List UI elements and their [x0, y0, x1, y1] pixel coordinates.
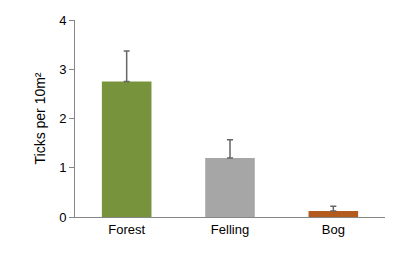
svg-text:2: 2	[59, 111, 66, 126]
svg-text:Ticks per 10m²: Ticks per 10m²	[32, 72, 48, 164]
svg-text:Bog: Bog	[322, 222, 345, 237]
svg-text:1: 1	[59, 160, 66, 175]
svg-text:3: 3	[59, 62, 66, 77]
svg-text:Felling: Felling	[211, 222, 249, 237]
svg-text:4: 4	[59, 13, 66, 28]
svg-text:0: 0	[59, 210, 66, 225]
svg-text:Forest: Forest	[108, 222, 145, 237]
